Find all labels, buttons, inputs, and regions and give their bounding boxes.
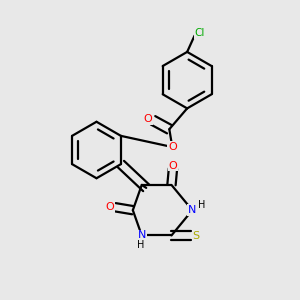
Text: O: O xyxy=(105,202,114,212)
Text: Cl: Cl xyxy=(195,28,205,38)
Text: N: N xyxy=(138,230,146,241)
Text: H: H xyxy=(137,240,145,250)
Text: S: S xyxy=(193,231,200,241)
Text: O: O xyxy=(144,114,153,124)
Text: H: H xyxy=(198,200,206,210)
Text: N: N xyxy=(188,205,196,215)
Text: O: O xyxy=(168,142,177,152)
Text: O: O xyxy=(169,160,177,171)
